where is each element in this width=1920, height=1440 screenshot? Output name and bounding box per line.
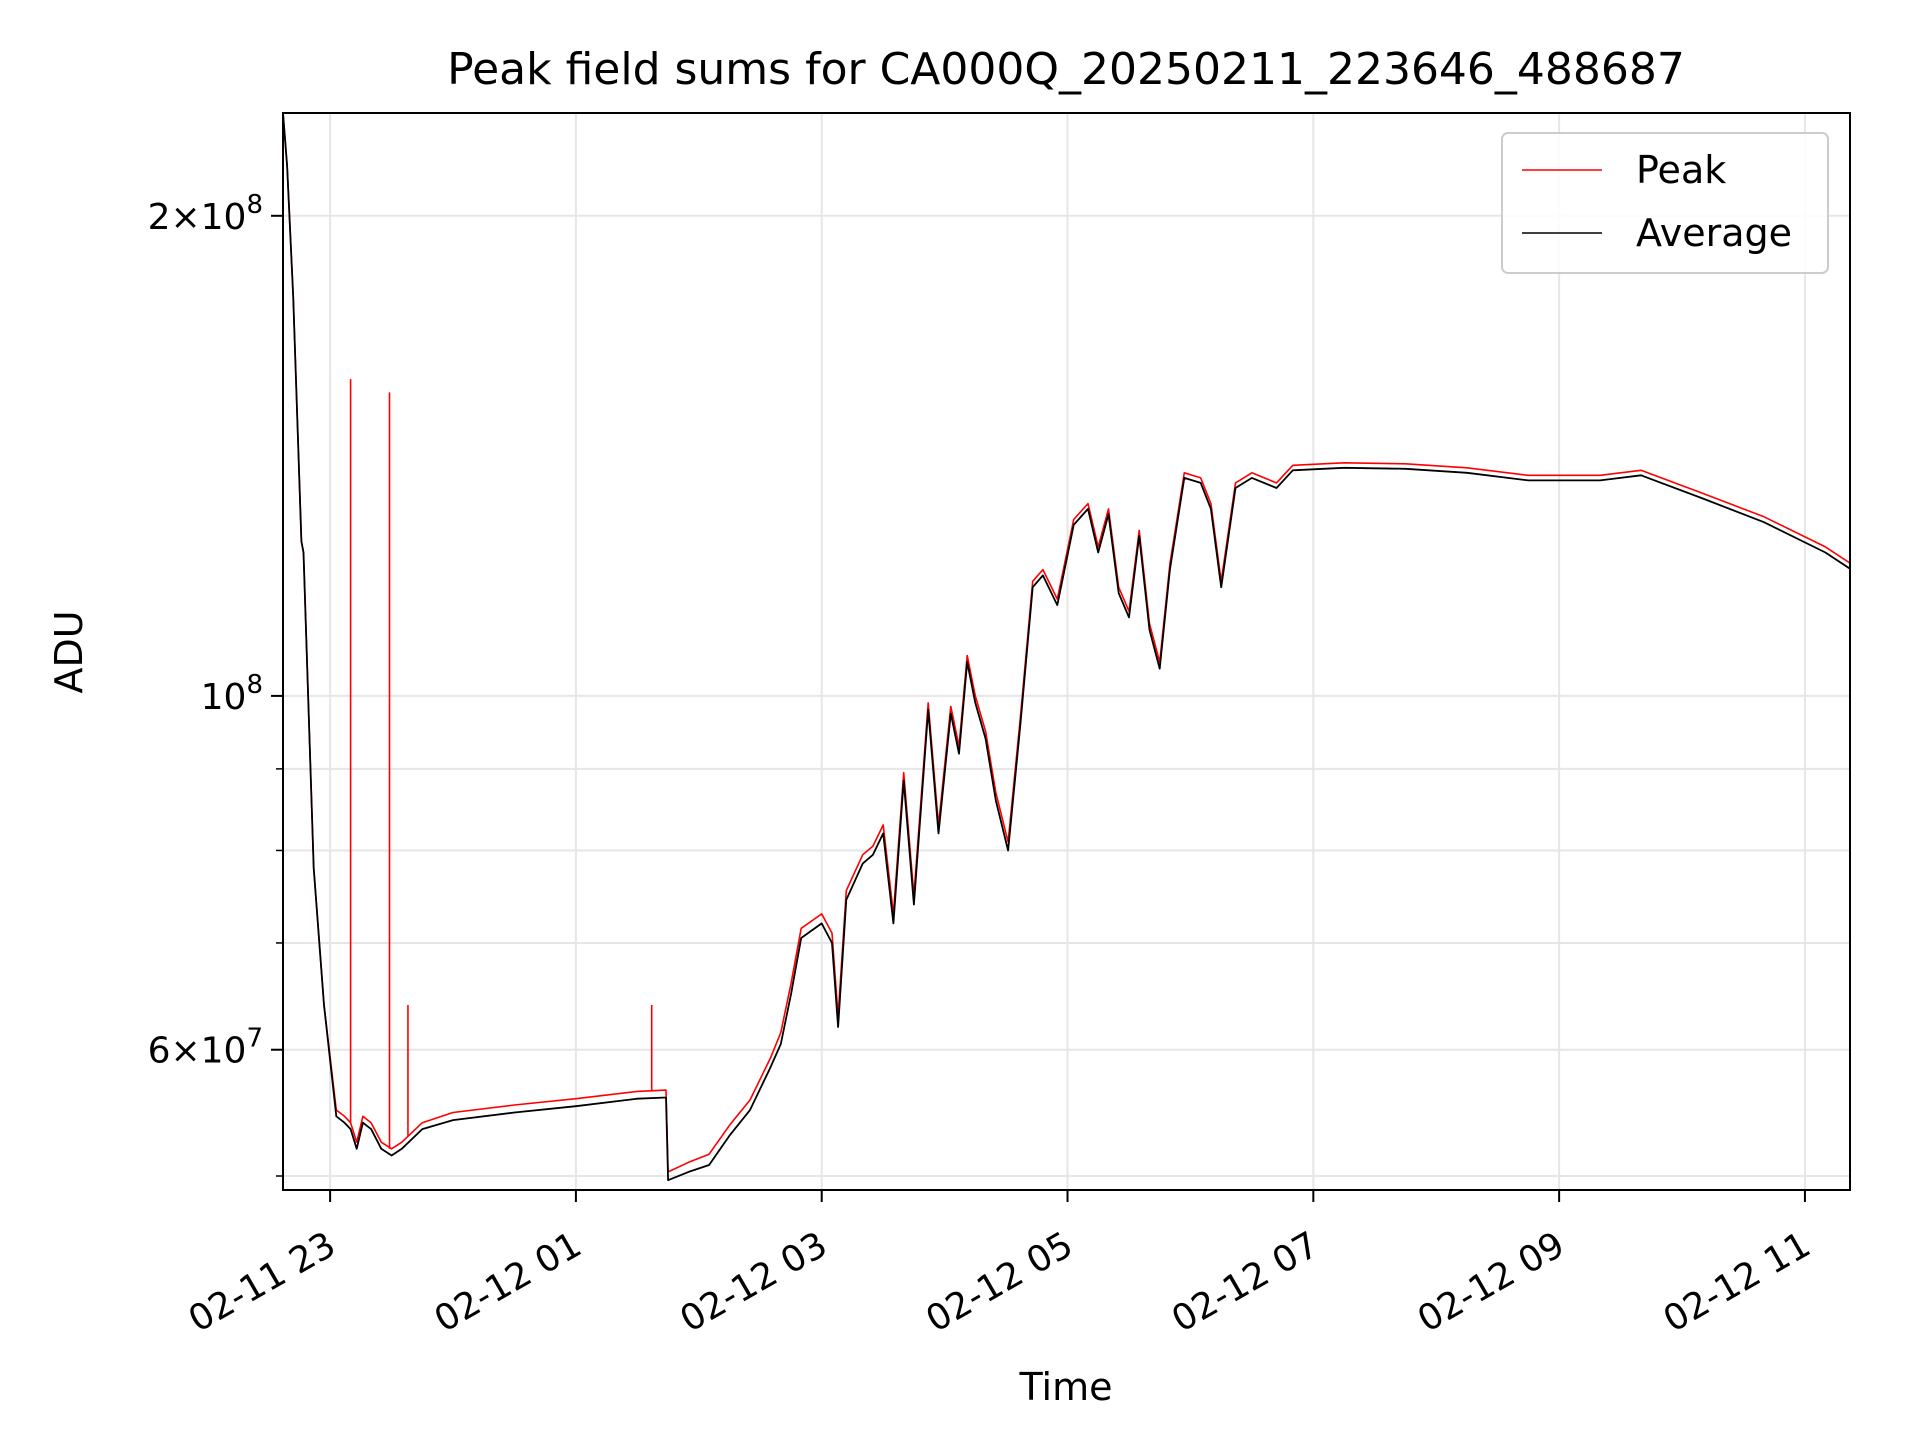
series-layer <box>283 113 1850 1182</box>
legend-box <box>1501 132 1829 274</box>
plot-frame <box>282 112 1851 1191</box>
legend: Peak Average <box>1501 132 1829 274</box>
y-tick-label: 6×107 <box>148 1024 263 1072</box>
legend-average-label: Average <box>1636 211 1792 255</box>
chart-title: Peak field sums for CA000Q_20250211_2236… <box>447 44 1685 95</box>
y-axis: 6×107 108 2×108 <box>148 190 283 1177</box>
y-axis-label: ADU <box>47 610 91 693</box>
series-line-average <box>283 113 1850 1182</box>
y-tick-label: 108 <box>201 670 263 718</box>
x-axis-label: Time <box>1019 1365 1113 1409</box>
legend-peak-label: Peak <box>1636 148 1726 192</box>
y-tick-label: 2×108 <box>148 190 263 238</box>
grid <box>283 113 1850 1190</box>
series-line-peak <box>283 113 1850 1173</box>
